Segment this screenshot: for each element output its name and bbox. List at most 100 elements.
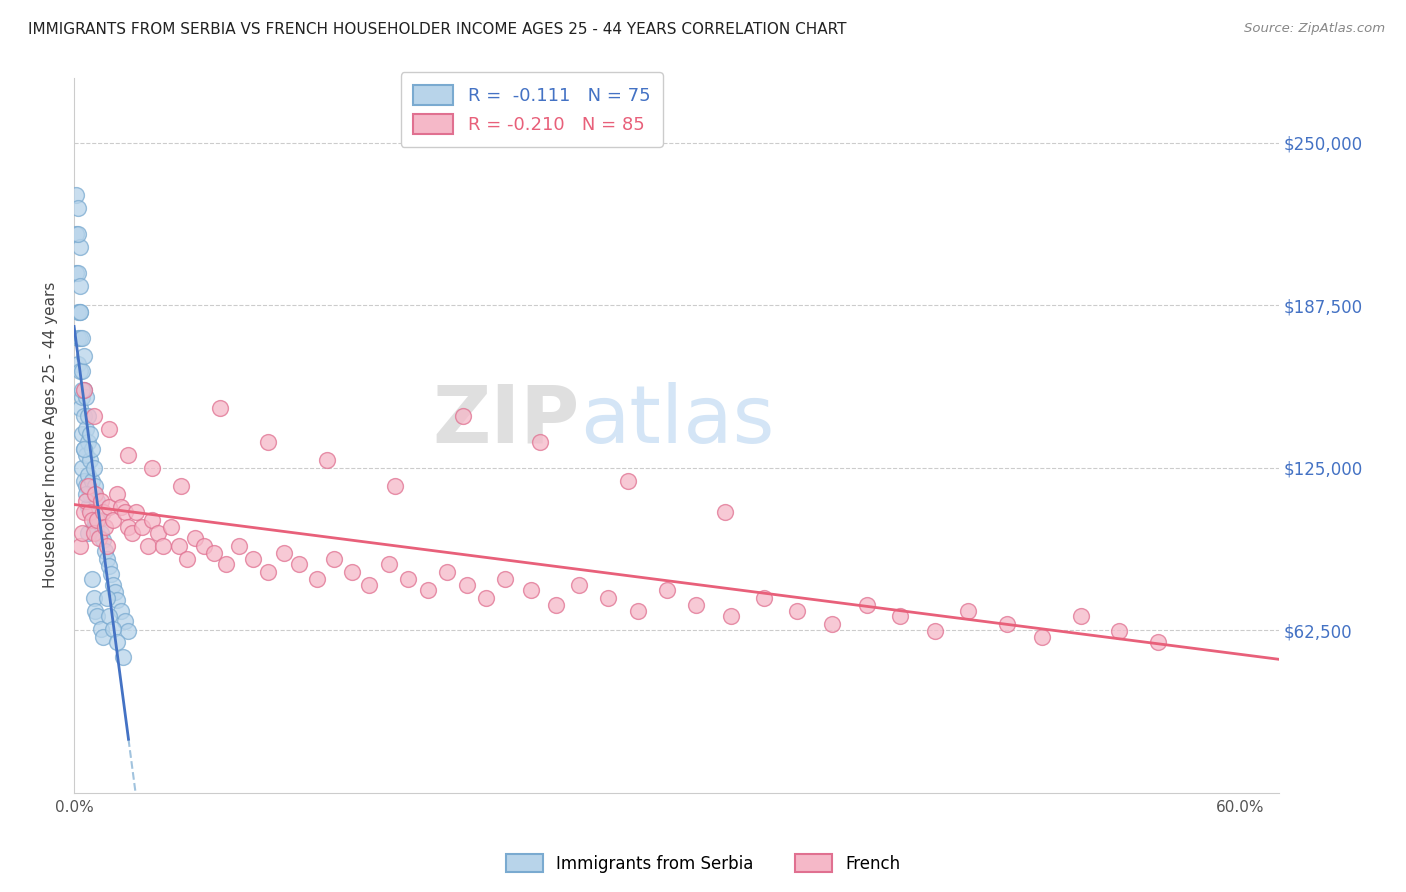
Point	[69, 304, 91, 318]
Legend: R =  -0.111   N = 75, R = -0.210   N = 85: R = -0.111 N = 75, R = -0.210 N = 85	[401, 72, 662, 146]
Point	[416, 582, 439, 597]
Point	[75, 422, 97, 436]
Point	[136, 539, 159, 553]
Point	[73, 383, 96, 397]
Point	[86, 525, 108, 540]
Point	[79, 486, 101, 500]
Point	[288, 557, 311, 571]
Point	[73, 474, 96, 488]
Point	[76, 479, 98, 493]
Point	[98, 559, 121, 574]
Point	[80, 513, 103, 527]
Point	[86, 608, 108, 623]
Point	[70, 331, 93, 345]
Point	[101, 622, 124, 636]
Point	[73, 442, 96, 457]
Point	[65, 187, 87, 202]
Point	[91, 533, 114, 548]
Point	[202, 546, 225, 560]
Point	[65, 227, 87, 241]
Point	[66, 227, 89, 241]
Point	[568, 577, 591, 591]
Text: Source: ZipAtlas.com: Source: ZipAtlas.com	[1244, 22, 1385, 36]
Point	[83, 409, 105, 423]
Point	[86, 494, 108, 508]
Point	[86, 513, 108, 527]
Point	[193, 539, 215, 553]
Point	[84, 479, 107, 493]
Point	[924, 624, 946, 639]
Point	[79, 453, 101, 467]
Point	[956, 604, 979, 618]
Point	[76, 525, 98, 540]
Point	[69, 304, 91, 318]
Point	[889, 608, 911, 623]
Legend: Immigrants from Serbia, French: Immigrants from Serbia, French	[499, 847, 907, 880]
Point	[104, 585, 127, 599]
Point	[90, 622, 112, 636]
Point	[378, 557, 401, 571]
Point	[228, 539, 250, 553]
Point	[66, 331, 89, 345]
Point	[323, 551, 346, 566]
Point	[384, 479, 406, 493]
Point	[720, 608, 742, 623]
Point	[685, 599, 707, 613]
Point	[90, 494, 112, 508]
Point	[69, 539, 91, 553]
Point	[117, 624, 139, 639]
Point	[167, 539, 190, 553]
Point	[176, 551, 198, 566]
Point	[76, 468, 98, 483]
Point	[79, 426, 101, 441]
Point	[83, 460, 105, 475]
Point	[359, 577, 381, 591]
Point	[208, 401, 231, 415]
Point	[84, 604, 107, 618]
Point	[183, 531, 205, 545]
Point	[75, 486, 97, 500]
Point	[305, 573, 328, 587]
Point	[96, 591, 118, 605]
Point	[655, 582, 678, 597]
Point	[70, 525, 93, 540]
Text: atlas: atlas	[581, 382, 775, 460]
Point	[544, 599, 567, 613]
Point	[110, 500, 132, 514]
Point	[94, 520, 117, 534]
Point	[70, 426, 93, 441]
Point	[1147, 635, 1170, 649]
Point	[1031, 630, 1053, 644]
Text: ZIP: ZIP	[433, 382, 581, 460]
Point	[70, 383, 93, 397]
Point	[89, 513, 111, 527]
Point	[529, 434, 551, 449]
Y-axis label: Householder Income Ages 25 - 44 years: Householder Income Ages 25 - 44 years	[44, 282, 58, 589]
Point	[66, 357, 89, 371]
Point	[70, 391, 93, 405]
Point	[73, 349, 96, 363]
Point	[70, 460, 93, 475]
Point	[111, 650, 134, 665]
Point	[69, 240, 91, 254]
Point	[273, 546, 295, 560]
Point	[995, 616, 1018, 631]
Point	[65, 266, 87, 280]
Point	[96, 551, 118, 566]
Point	[94, 544, 117, 558]
Point	[91, 630, 114, 644]
Point	[73, 383, 96, 397]
Point	[141, 513, 163, 527]
Point	[396, 573, 419, 587]
Point	[257, 565, 280, 579]
Point	[83, 525, 105, 540]
Point	[84, 486, 107, 500]
Point	[436, 565, 458, 579]
Point	[83, 486, 105, 500]
Point	[451, 409, 474, 423]
Point	[214, 557, 236, 571]
Point	[96, 539, 118, 553]
Point	[786, 604, 808, 618]
Point	[340, 565, 363, 579]
Point	[100, 567, 122, 582]
